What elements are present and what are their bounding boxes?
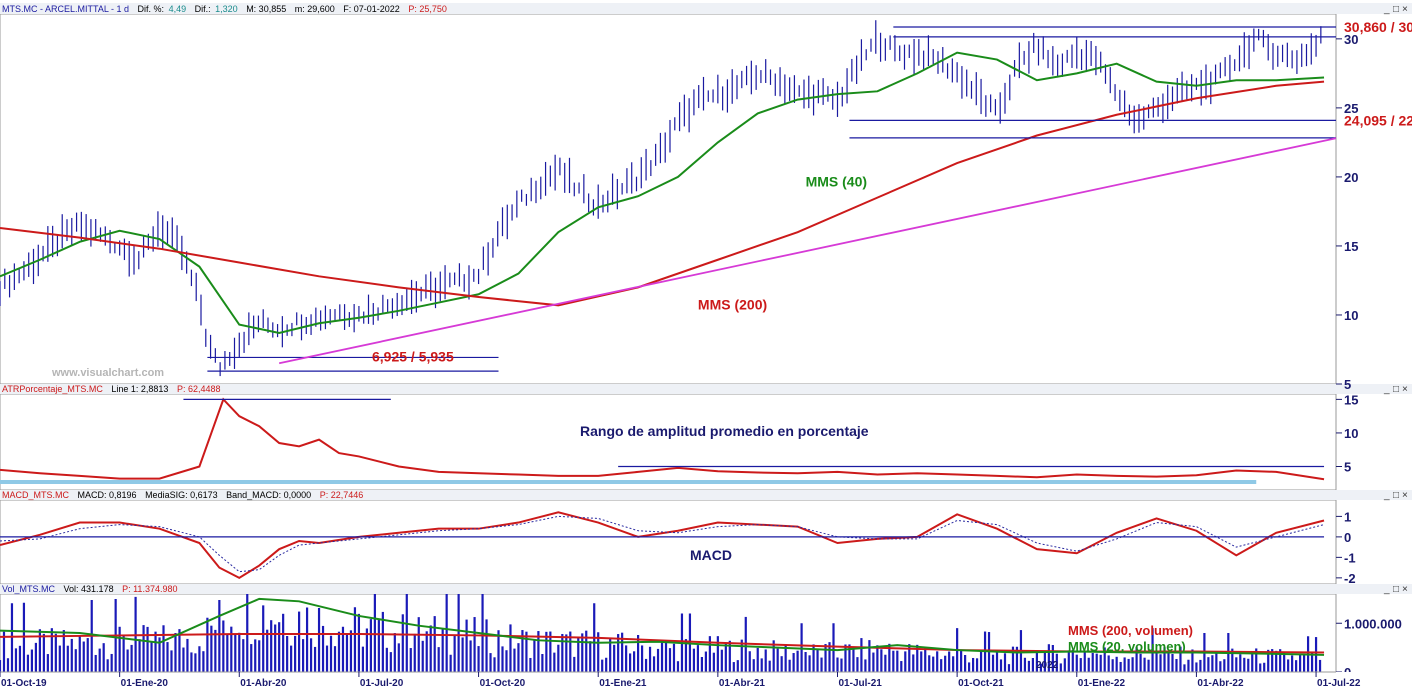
x-tick-label: 01-Jul-21	[838, 678, 882, 689]
atr-window-buttons: _ □ ×	[1383, 384, 1408, 395]
x-axis-ticks: 01-Oct-19 01-Ene-20 01-Abr-20 01-Jul-20 01-O…	[0, 672, 1361, 689]
minimize-icon[interactable]: _	[1383, 584, 1390, 595]
minimize-icon[interactable]: _	[1383, 4, 1390, 15]
price-annotation: MMS (200)	[698, 296, 767, 312]
price-sr-label: 6,925 / 5,935	[372, 348, 454, 364]
x-tick-label: 01-Oct-19	[1, 678, 47, 689]
close-icon[interactable]: ×	[1402, 4, 1408, 15]
atr-header-name: ATRPorcentaje_MTS.MC	[2, 384, 103, 394]
price-header-symbol: MTS.MC - ARCEL.MITTAL - 1 d	[2, 4, 129, 14]
volume-bars	[0, 594, 1322, 672]
price-header-min: m: 29,600	[295, 4, 335, 14]
atr-header: ATRPorcentaje_MTS.MC Line 1: 2,8813 P: 6…	[2, 384, 221, 394]
price-header-dif-pct-label: Dif. %:	[138, 4, 165, 14]
price-header-p: P: 25,750	[408, 4, 447, 14]
macd-header-macd: MACD: 0,8196	[78, 490, 137, 500]
atr-header-p: P: 62,4488	[177, 384, 221, 394]
restore-icon[interactable]: □	[1393, 584, 1399, 595]
macd-header-name: MACD_MTS.MC	[2, 490, 69, 500]
close-icon[interactable]: ×	[1402, 490, 1408, 501]
vol_sma20-legend-label: MMS (20, volumen)	[1068, 639, 1186, 654]
restore-icon[interactable]: □	[1393, 384, 1399, 395]
x-tick-label: 01-Ene-22	[1078, 678, 1126, 689]
price-y-tick-label: 20	[1344, 170, 1358, 185]
x-tick-label: 01-Ene-21	[599, 678, 647, 689]
vol_sma200-legend-label: MMS (200, volumen)	[1068, 623, 1193, 638]
volume-window-buttons: _ □ ×	[1383, 584, 1408, 595]
price-annotation: MMS (40)	[806, 174, 867, 190]
price-header-dif-pct-value: 4,49	[169, 4, 187, 14]
atr-header-line: Line 1: 2,8813	[111, 384, 168, 394]
macd-header-signal: MediaSIG: 0,6173	[145, 490, 218, 500]
minimize-icon[interactable]: _	[1383, 490, 1390, 501]
price-header: MTS.MC - ARCEL.MITTAL - 1 d Dif. %: 4,49…	[2, 4, 447, 14]
macd-y-tick-label: 1	[1344, 509, 1351, 524]
price-y-tick-label: 5	[1344, 377, 1351, 392]
x-tick-label: 01-Oct-20	[480, 678, 526, 689]
x-tick-label: 01-Abr-20	[240, 678, 287, 689]
close-icon[interactable]: ×	[1402, 384, 1408, 395]
macd-title-annotation: MACD	[690, 547, 732, 563]
x-tick-label: 01-Ene-20	[121, 678, 169, 689]
signal-line	[0, 515, 1325, 573]
price-header-dif-label: Dif.:	[195, 4, 211, 14]
macd-window-buttons: _ □ ×	[1383, 490, 1408, 501]
macd-y-tick-label: -2	[1344, 571, 1356, 586]
atr-panel-frame	[0, 393, 1337, 491]
price-sr-label: 30,860 / 30,145	[1344, 19, 1412, 35]
price-trendline	[278, 137, 1337, 365]
restore-icon[interactable]: □	[1393, 4, 1399, 15]
macd-header-p: P: 22,7446	[320, 490, 364, 500]
volume-header: Vol_MTS.MC Vol: 431.178 P: 11.374.980	[2, 584, 177, 594]
x-tick-label: 01-Jul-22	[1317, 678, 1361, 689]
atr_pct-line	[0, 397, 1325, 481]
x-tick-label: 01-Oct-21	[958, 678, 1004, 689]
atr-title-annotation: Rango de amplitud promedio en porcentaje	[580, 423, 869, 439]
price-header-date: F: 07-01-2022	[343, 4, 400, 14]
watermark: www.visualchart.com	[51, 367, 164, 379]
x-tick-label: 01-Jul-20	[360, 678, 404, 689]
x-tick-label: 01-Abr-22	[1197, 678, 1244, 689]
x-tick-label: 01-Abr-21	[719, 678, 766, 689]
price-y-tick-label: 30	[1344, 32, 1358, 47]
series-lines	[0, 20, 1325, 656]
volume-header-vol: Vol: 431.178	[64, 584, 114, 594]
volume-y-tick-label: 1.000.000	[1344, 616, 1402, 631]
sma40-line	[0, 51, 1325, 334]
levels	[0, 26, 1337, 538]
price-header-max: M: 30,855	[246, 4, 286, 14]
atr-y-tick-label: 15	[1344, 392, 1358, 407]
macd-line	[0, 511, 1325, 580]
price-y-tick-label: 25	[1344, 101, 1358, 116]
price-y-tick-label: 15	[1344, 239, 1358, 254]
price-header-dif-value: 1,320	[215, 4, 238, 14]
volume-header-p: P: 11.374.980	[122, 584, 177, 594]
price-sr-label: 24,095 / 22,825	[1344, 112, 1412, 128]
close-icon[interactable]: ×	[1402, 584, 1408, 595]
atr-y-tick-label: 10	[1344, 426, 1358, 441]
macd-y-tick-label: 0	[1344, 530, 1351, 545]
macd-header-band: Band_MACD: 0,0000	[226, 490, 311, 500]
atr-y-tick-label: 5	[1344, 460, 1351, 475]
minimize-icon[interactable]: _	[1383, 384, 1390, 395]
macd-header: MACD_MTS.MC MACD: 0,8196 MediaSIG: 0,617…	[2, 490, 363, 500]
vol_sma20-line	[0, 597, 1325, 656]
price-window-buttons: _ □ ×	[1383, 4, 1408, 15]
annotations: 30,860 / 30,145 24,095 / 22,825 6,925 / 5,…	[372, 19, 1412, 654]
volume-header-name: Vol_MTS.MC	[2, 584, 56, 594]
restore-icon[interactable]: □	[1393, 490, 1399, 501]
sma200-line	[0, 80, 1325, 307]
price-panel-frame	[0, 13, 1337, 385]
macd-y-tick-label: -1	[1344, 550, 1356, 565]
x-axis-partial-label: 2022	[1036, 660, 1059, 671]
macd-panel-frame	[0, 499, 1337, 585]
price-y-tick-label: 10	[1344, 308, 1358, 323]
